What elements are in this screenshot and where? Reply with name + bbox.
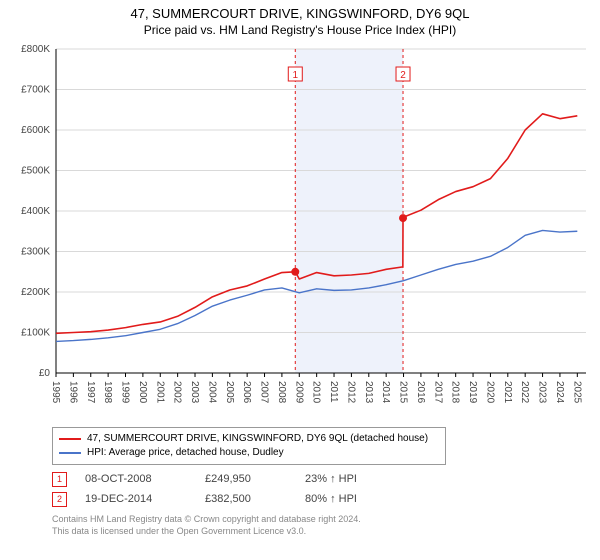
page-title: 47, SUMMERCOURT DRIVE, KINGSWINFORD, DY6… <box>8 6 592 21</box>
price-chart: £0 £100K £200K £300K £400K £500K £600K £700K £80… <box>8 43 592 421</box>
x-tick-label: 2025 <box>571 381 582 404</box>
x-tick-label: 2004 <box>206 381 217 404</box>
legend: 47, SUMMERCOURT DRIVE, KINGSWINFORD, DY6… <box>52 427 446 465</box>
x-tick-label: 2018 <box>450 381 461 404</box>
x-tick-label: 2003 <box>189 381 200 404</box>
legend-label: 47, SUMMERCOURT DRIVE, KINGSWINFORD, DY6… <box>87 432 428 446</box>
x-tick-label: 1996 <box>67 381 78 404</box>
sale-date: 19-DEC-2014 <box>85 489 205 509</box>
x-tick-label: 1998 <box>102 381 113 404</box>
y-tick-label: £400K <box>21 206 50 217</box>
sales-table: 1 08-OCT-2008£249,95023% ↑ HPI 2 19-DEC-201… <box>52 469 592 509</box>
y-tick-label: £200K <box>21 287 50 298</box>
x-tick-label: 2015 <box>398 381 409 404</box>
x-tick-label: 2020 <box>484 381 495 404</box>
x-tick-label: 2012 <box>345 381 356 404</box>
x-tick-label: 2021 <box>502 381 513 404</box>
x-tick-label: 2023 <box>537 381 548 404</box>
x-tick-label: 2002 <box>172 381 183 404</box>
event-marker-label: 1 <box>293 70 299 81</box>
sale-marker-icon: 1 <box>52 472 67 487</box>
x-tick-label: 2014 <box>380 381 391 404</box>
legend-swatch-icon <box>59 438 81 440</box>
sale-row: 2 19-DEC-2014£382,50080% ↑ HPI <box>52 489 592 509</box>
sale-hpi: 80% ↑ HPI <box>305 489 425 509</box>
x-tick-label: 2024 <box>554 381 565 404</box>
y-tick-label: £0 <box>39 368 51 379</box>
page-subtitle: Price paid vs. HM Land Registry's House … <box>8 23 592 37</box>
x-tick-label: 1999 <box>120 381 131 404</box>
x-tick-label: 1995 <box>50 381 61 404</box>
x-tick-label: 1997 <box>85 381 96 404</box>
y-tick-label: £500K <box>21 166 50 177</box>
x-tick-label: 2005 <box>224 381 235 404</box>
sale-row: 1 08-OCT-2008£249,95023% ↑ HPI <box>52 469 592 489</box>
chart-area: £0 £100K £200K £300K £400K £500K £600K £700K £80… <box>8 43 592 421</box>
x-tick-label: 2013 <box>363 381 374 404</box>
x-tick-label: 2007 <box>259 381 270 404</box>
x-tick-label: 2022 <box>519 381 530 404</box>
footer-attribution: Contains HM Land Registry data © Crown c… <box>52 513 592 537</box>
legend-item: 47, SUMMERCOURT DRIVE, KINGSWINFORD, DY6… <box>59 432 439 446</box>
x-tick-label: 2010 <box>311 381 322 404</box>
y-tick-label: £100K <box>21 328 50 339</box>
x-tick-label: 2001 <box>154 381 165 404</box>
y-tick-label: £800K <box>21 44 50 55</box>
root: 47, SUMMERCOURT DRIVE, KINGSWINFORD, DY6… <box>0 0 600 541</box>
x-tick-label: 2019 <box>467 381 478 404</box>
footer-line-2: This data is licensed under the Open Gov… <box>52 525 592 537</box>
sale-hpi: 23% ↑ HPI <box>305 469 425 489</box>
y-tick-label: £300K <box>21 247 50 258</box>
legend-swatch-icon <box>59 452 81 454</box>
sale-point-icon <box>291 268 299 276</box>
x-tick-label: 2016 <box>415 381 426 404</box>
x-tick-label: 2000 <box>137 381 148 404</box>
x-tick-label: 2011 <box>328 381 339 403</box>
x-tick-label: 2008 <box>276 381 287 404</box>
sale-price: £249,950 <box>205 469 305 489</box>
sale-point-icon <box>399 214 407 222</box>
y-tick-label: £700K <box>21 85 50 96</box>
y-tick-label: £600K <box>21 125 50 136</box>
x-tick-label: 2017 <box>432 381 443 404</box>
legend-item: HPI: Average price, detached house, Dudl… <box>59 446 439 460</box>
legend-label: HPI: Average price, detached house, Dudl… <box>87 446 284 460</box>
sale-date: 08-OCT-2008 <box>85 469 205 489</box>
x-tick-label: 2009 <box>293 381 304 404</box>
x-tick-label: 2006 <box>241 381 252 404</box>
event-marker-label: 2 <box>400 70 406 81</box>
footer-line-1: Contains HM Land Registry data © Crown c… <box>52 513 592 525</box>
sale-marker-icon: 2 <box>52 492 67 507</box>
sale-price: £382,500 <box>205 489 305 509</box>
